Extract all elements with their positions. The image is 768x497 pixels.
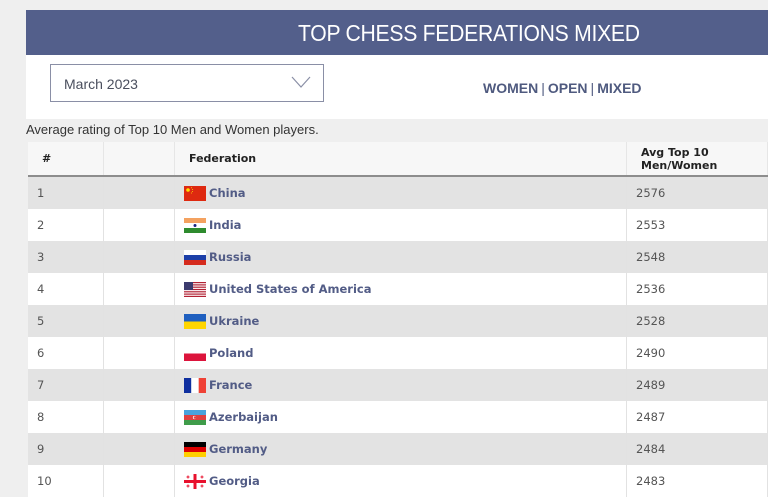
- federation-link[interactable]: France: [209, 378, 253, 392]
- avg-rating-cell: 2487: [626, 401, 768, 433]
- federation-cell: Georgia: [174, 465, 627, 497]
- rank-cell: 3: [28, 241, 104, 273]
- mode-open-link[interactable]: OPEN: [547, 80, 588, 96]
- india-flag-icon: [184, 217, 206, 233]
- federation-link[interactable]: Ukraine: [209, 314, 260, 328]
- controls-bar: March 2023 WOMEN | OPEN | MIXED: [26, 55, 768, 119]
- table-row: 1 China 2576: [28, 176, 768, 209]
- federation-cell: Germany: [174, 433, 627, 465]
- russia-flag-icon: [184, 249, 206, 265]
- header-federation[interactable]: Federation: [174, 142, 627, 177]
- table-row: 10 Georgia 2483: [28, 465, 768, 497]
- federation-cell: France: [174, 369, 627, 401]
- federation-cell: Russia: [174, 241, 627, 273]
- federation-cell: India: [174, 209, 627, 241]
- federation-cell: United States of America: [174, 273, 627, 305]
- mode-women-link[interactable]: WOMEN: [483, 80, 539, 96]
- table-row: 7 France 2489: [28, 369, 768, 401]
- blank-cell: [103, 337, 175, 369]
- federation-cell: Poland: [174, 337, 627, 369]
- blank-cell: [103, 401, 175, 433]
- avg-rating-cell: 2553: [626, 209, 768, 241]
- blank-cell: [103, 305, 175, 337]
- federation-cell: Azerbaijan: [174, 401, 627, 433]
- blank-cell: [103, 273, 175, 305]
- avg-rating-cell: 2548: [626, 241, 768, 273]
- federation-link[interactable]: Azerbaijan: [209, 410, 278, 424]
- avg-rating-cell: 2528: [626, 305, 768, 337]
- blank-cell: [103, 433, 175, 465]
- germany-flag-icon: [184, 441, 206, 457]
- poland-flag-icon: [184, 345, 206, 361]
- rank-cell: 4: [28, 273, 104, 305]
- avg-rating-cell: 2484: [626, 433, 768, 465]
- table-row: 8 Azerbaijan 2487: [28, 401, 768, 433]
- table-row: 3 Russia 2548: [28, 241, 768, 273]
- mode-separator: |: [590, 80, 595, 96]
- federation-link[interactable]: Georgia: [209, 474, 260, 488]
- rank-cell: 8: [28, 401, 104, 433]
- avg-rating-cell: 2490: [626, 337, 768, 369]
- header-blank: [103, 142, 175, 177]
- table-row: 9 Germany 2484: [28, 433, 768, 465]
- table-row: 2 India 2553: [28, 209, 768, 241]
- federation-link[interactable]: Germany: [209, 442, 268, 456]
- rank-cell: 5: [28, 305, 104, 337]
- blank-cell: [103, 176, 175, 209]
- avg-rating-cell: 2536: [626, 273, 768, 305]
- blank-cell: [103, 209, 175, 241]
- france-flag-icon: [184, 377, 206, 393]
- federation-link[interactable]: India: [209, 218, 242, 232]
- period-select-value: March 2023: [64, 76, 138, 92]
- azerbaijan-flag-icon: [184, 409, 206, 425]
- blank-cell: [103, 241, 175, 273]
- table-row: 6 Poland 2490: [28, 337, 768, 369]
- rank-cell: 9: [28, 433, 104, 465]
- federations-table: # Federation Avg Top 10 Men/Women 1 China…: [28, 142, 768, 497]
- georgia-flag-icon: [184, 473, 206, 489]
- avg-rating-cell: 2489: [626, 369, 768, 401]
- federation-cell: Ukraine: [174, 305, 627, 337]
- rank-cell: 10: [28, 465, 104, 497]
- chevron-down-icon: [291, 76, 311, 88]
- mode-mixed-link[interactable]: MIXED: [597, 80, 642, 96]
- header-avg-rating[interactable]: Avg Top 10 Men/Women: [626, 142, 768, 177]
- header-rank[interactable]: #: [28, 142, 104, 177]
- federation-cell: China: [174, 176, 627, 209]
- rank-cell: 2: [28, 209, 104, 241]
- blank-cell: [103, 369, 175, 401]
- rank-cell: 7: [28, 369, 104, 401]
- blank-cell: [103, 465, 175, 497]
- table-header-row: # Federation Avg Top 10 Men/Women: [28, 142, 768, 177]
- period-select[interactable]: March 2023: [50, 64, 324, 102]
- avg-rating-cell: 2576: [626, 176, 768, 209]
- table-caption: Average rating of Top 10 Men and Women p…: [26, 122, 319, 137]
- ukraine-flag-icon: [184, 313, 206, 329]
- table-row: 4 United States of America 2536: [28, 273, 768, 305]
- page-title: TOP CHESS FEDERATIONS MIXED: [298, 20, 640, 46]
- federation-link[interactable]: United States of America: [209, 282, 372, 296]
- mode-switch: WOMEN | OPEN | MIXED: [483, 80, 642, 96]
- usa-flag-icon: [184, 281, 206, 297]
- mode-separator: |: [541, 80, 545, 96]
- table-row: 5 Ukraine 2528: [28, 305, 768, 337]
- rank-cell: 6: [28, 337, 104, 369]
- federation-link[interactable]: Poland: [209, 346, 254, 360]
- federation-link[interactable]: Russia: [209, 250, 252, 264]
- page-banner: TOP CHESS FEDERATIONS MIXED: [26, 10, 768, 55]
- china-flag-icon: [184, 185, 206, 201]
- avg-rating-cell: 2483: [626, 465, 768, 497]
- rank-cell: 1: [28, 176, 104, 209]
- federation-link[interactable]: China: [209, 186, 246, 200]
